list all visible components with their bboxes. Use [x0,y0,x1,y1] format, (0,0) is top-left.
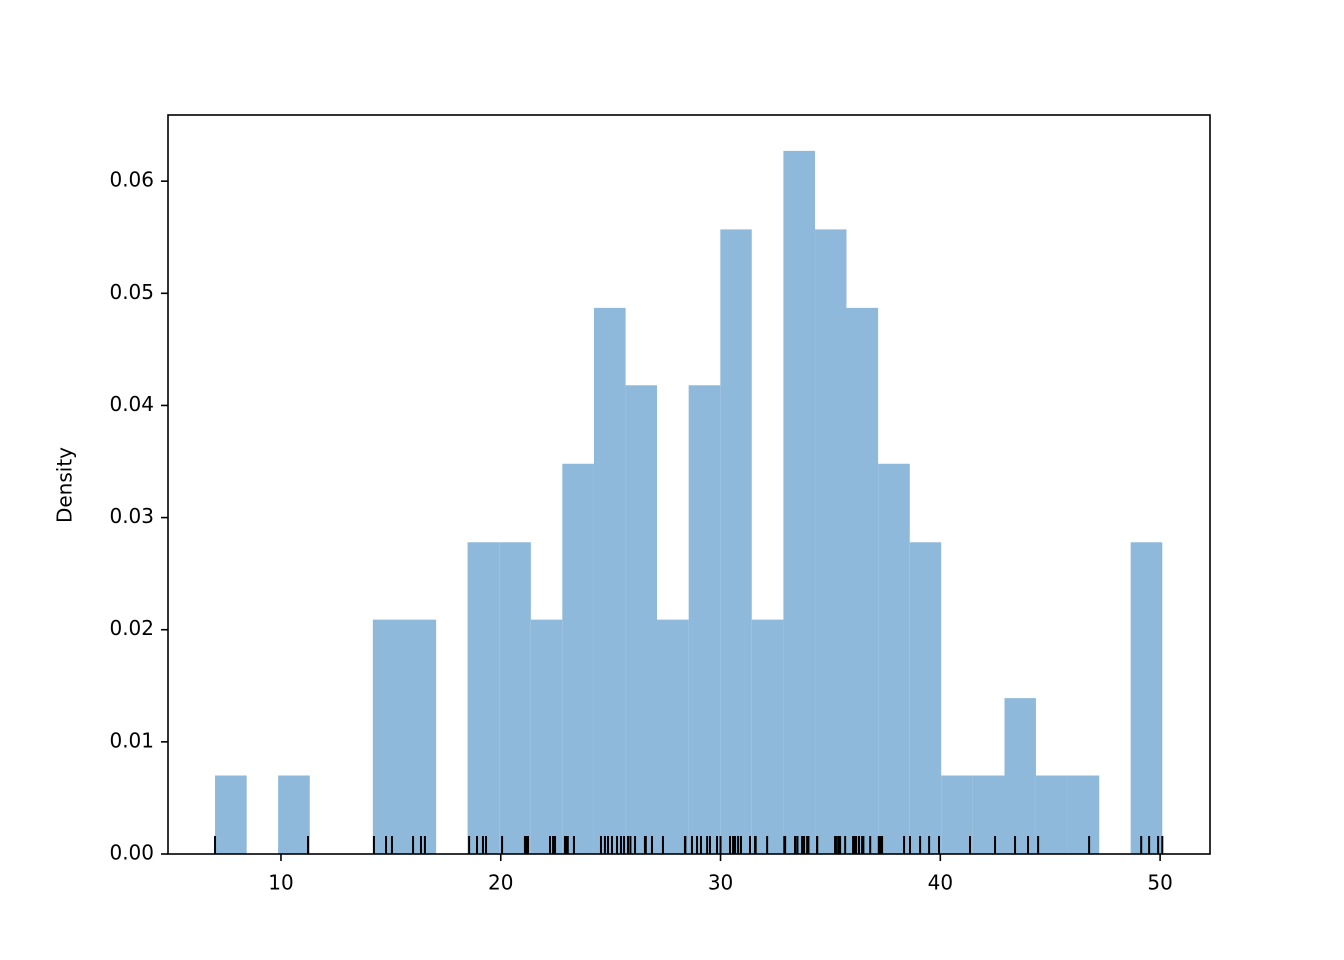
histogram-bar [941,775,973,854]
histogram-bar [1004,698,1036,854]
x-tick-label: 40 [928,871,953,895]
histogram-bar [215,775,247,854]
histogram-bar [1130,542,1163,854]
y-tick-label: 0.06 [109,168,154,192]
histogram-bar [593,307,626,854]
y-tick-label: 0.04 [109,392,154,416]
histogram-bar [846,307,879,854]
y-tick-label: 0.02 [109,616,154,640]
histogram-bar [404,619,437,854]
histogram-bar [909,542,942,854]
histogram-bar [720,229,752,855]
histogram-bar [278,775,310,854]
x-tick-label: 10 [268,871,293,895]
histogram-bar [751,619,784,854]
x-tick-label: 30 [708,871,733,895]
histogram-bar [657,619,689,854]
x-tick-label: 20 [488,871,513,895]
histogram-bar [783,150,816,855]
histogram-bar [815,229,847,855]
histogram-bar [878,463,910,854]
histogram-bar [562,463,594,854]
y-tick-label: 0.01 [109,728,154,752]
plot-frame [167,114,1211,855]
y-tick-label: 0.05 [109,280,154,304]
x-tick-label: 50 [1147,871,1172,895]
histogram-bar [372,619,405,854]
histogram-bar [467,542,500,854]
histogram-bar [625,385,658,854]
y-axis-label: Density [53,447,77,523]
histogram-bar [499,542,531,854]
histogram-bar [1035,775,1068,854]
histogram-bar [972,775,1005,854]
y-tick-label: 0.03 [109,504,154,528]
histogram-bar [1067,775,1100,854]
y-tick-label: 0.00 [109,841,154,865]
histogram-bar [688,385,721,854]
histogram-bar [530,619,563,854]
